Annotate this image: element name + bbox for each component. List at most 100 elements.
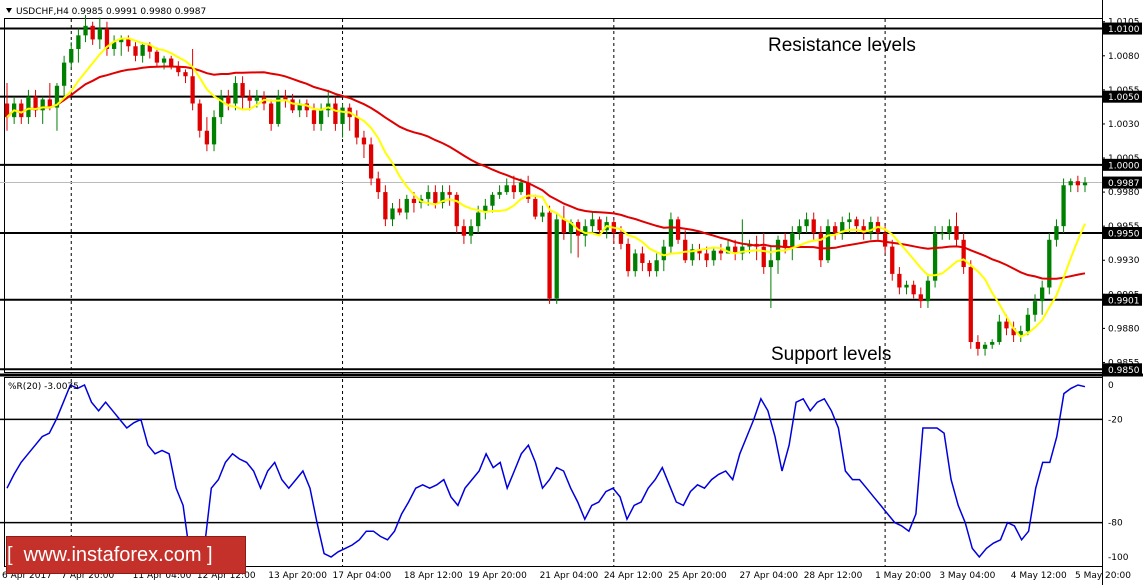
candle-body — [625, 243, 631, 272]
candle-body — [904, 284, 909, 288]
candle-body — [1061, 185, 1066, 227]
candle-body — [240, 83, 245, 97]
candle-body — [540, 212, 545, 217]
symbol-info: USDCHF,H4 0.9985 0.9991 0.9980 0.9987 — [16, 7, 206, 17]
candle-body — [154, 51, 160, 63]
candle-body — [897, 273, 902, 288]
time-tick-label: 4 May 12:00 — [1011, 571, 1067, 581]
candle-body — [83, 25, 88, 36]
candle-body — [411, 198, 417, 203]
candle-body — [276, 96, 281, 124]
candle-body — [704, 253, 709, 261]
candle-body — [554, 219, 559, 299]
time-tick-label: 3 May 04:00 — [939, 571, 995, 581]
candle-body — [340, 107, 345, 124]
candle-body — [526, 182, 531, 199]
candle-body — [818, 232, 823, 261]
candle-body — [511, 185, 517, 193]
candle-body — [483, 205, 488, 213]
candle-body — [975, 342, 981, 349]
candle-body — [997, 321, 1002, 343]
time-tick-label: 17 Apr 04:00 — [333, 571, 392, 581]
candle-body — [783, 239, 788, 247]
candle-body — [176, 66, 181, 73]
candle-body — [197, 103, 202, 131]
price-label-text: 0.9901 — [1108, 296, 1140, 306]
candle-body — [590, 219, 595, 227]
candle-body — [890, 246, 895, 274]
candle-body — [868, 222, 873, 233]
candle-body — [447, 192, 452, 195]
time-tick-label: 6 Apr 2017 — [2, 571, 52, 581]
candle-body — [832, 226, 838, 233]
wpr-line — [6, 383, 1086, 559]
horizontal-levels — [0, 27, 1102, 371]
price-label-text: 0.9950 — [1108, 229, 1140, 239]
candle-body — [661, 246, 666, 261]
candle-body — [40, 99, 45, 111]
candle-body — [33, 96, 38, 111]
candle-body — [311, 110, 317, 124]
candle-body — [861, 226, 866, 233]
candle-body — [26, 96, 31, 118]
candle-body — [668, 219, 674, 247]
candle-body — [1068, 181, 1073, 186]
candle-body — [304, 103, 309, 111]
wpr-tick-label: -80 — [1108, 519, 1123, 529]
price-tick-label: 1.0080 — [1108, 52, 1140, 62]
time-tick-label: 21 Apr 04:00 — [540, 571, 599, 581]
candle-body — [1054, 226, 1059, 240]
slow-ma-line — [6, 65, 1086, 280]
price-label-box — [1103, 158, 1142, 171]
williams-r-pane: 0 -20 -80 -100 — [0, 381, 1129, 563]
time-tick-label: 24 Apr 12:00 — [604, 571, 663, 581]
moving-averages — [6, 37, 1086, 338]
candle-body — [811, 219, 816, 233]
price-tick-label: 1.0030 — [1108, 120, 1140, 130]
candle-body — [397, 208, 402, 213]
candle-body — [1018, 331, 1023, 336]
candle-body — [633, 253, 638, 272]
candle-body — [918, 294, 923, 302]
candle-body — [597, 219, 602, 231]
candle-body — [390, 208, 395, 220]
candle-body — [711, 250, 716, 261]
candle-body — [547, 212, 552, 299]
candle-body — [126, 39, 131, 47]
candle-body — [561, 219, 566, 233]
candle-body — [269, 103, 274, 124]
candle-body — [968, 267, 973, 343]
candle-body — [211, 117, 217, 145]
candle-body — [476, 212, 481, 227]
candle-body — [911, 284, 916, 295]
candle-body — [226, 96, 231, 104]
candle-body — [354, 117, 359, 138]
price-label-box — [1103, 22, 1142, 35]
time-tick-label: 1 May 20:00 — [875, 571, 931, 581]
candle-body — [490, 194, 495, 206]
time-tick-label: 12 Apr 12:00 — [197, 571, 256, 581]
candle-body — [404, 198, 409, 213]
candle-body — [947, 226, 952, 233]
candle-body — [940, 232, 945, 235]
candle-body — [169, 58, 174, 67]
price-tick-label: 0.9880 — [1108, 324, 1140, 334]
triangle-down-icon[interactable] — [6, 8, 12, 13]
price-label-box — [1103, 293, 1142, 306]
candle-body — [204, 130, 210, 145]
candle-body — [932, 232, 938, 281]
candle-body — [333, 103, 338, 124]
price-label-text: 0.9850 — [1108, 366, 1140, 376]
candle-body — [247, 96, 252, 101]
candle-body — [647, 262, 652, 272]
candle-body — [1025, 314, 1031, 332]
candle-body — [318, 110, 324, 124]
time-tick-label: 5 May 20:00 — [1075, 571, 1131, 581]
candle-body — [690, 249, 695, 261]
candle-body — [61, 62, 67, 86]
price-label-text: 1.0100 — [1108, 25, 1140, 35]
candle-body — [440, 192, 445, 203]
candle-body — [1004, 321, 1009, 329]
candle-body — [533, 198, 538, 217]
